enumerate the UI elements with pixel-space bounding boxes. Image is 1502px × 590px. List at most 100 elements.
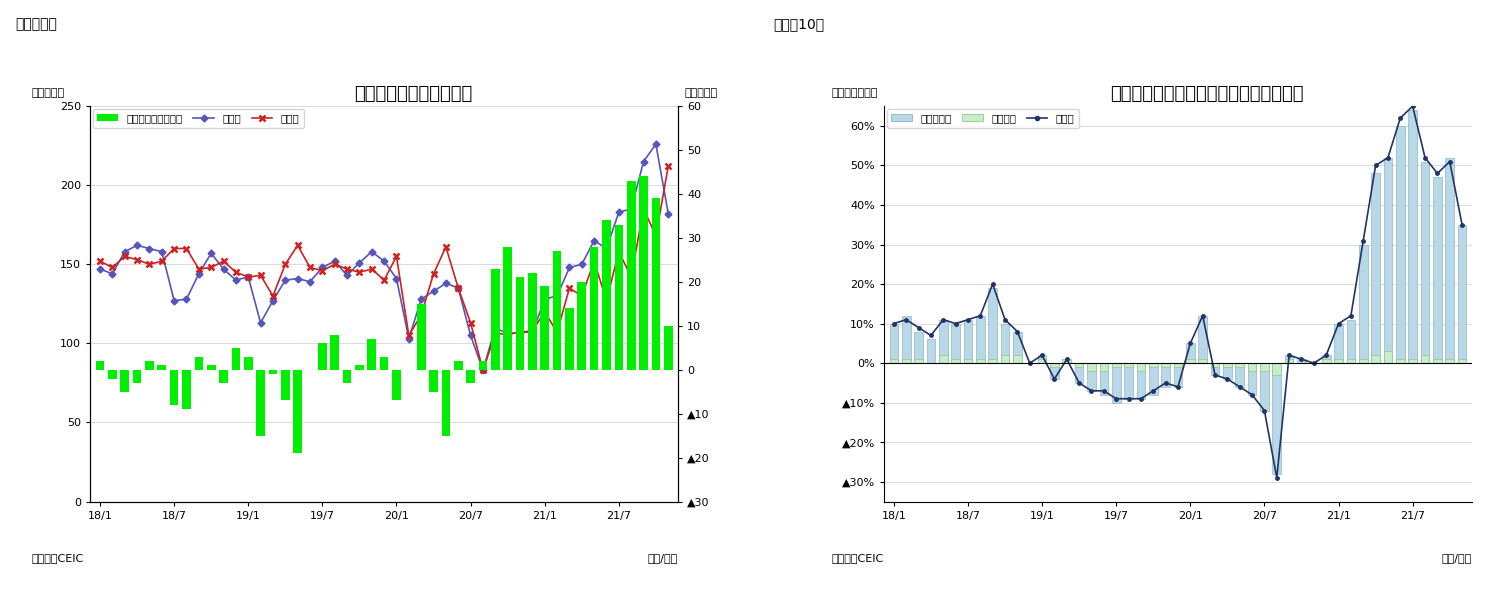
Bar — [951, 359, 960, 363]
Bar — [418, 304, 425, 370]
Bar — [1099, 363, 1108, 395]
Bar — [1395, 126, 1404, 363]
Bar — [96, 361, 104, 370]
Bar — [1211, 363, 1220, 375]
Bar — [1000, 323, 1009, 363]
Text: （図表９）: （図表９） — [15, 18, 57, 32]
Bar — [1187, 359, 1194, 363]
Bar — [1123, 363, 1133, 367]
Bar — [577, 282, 586, 370]
Bar — [342, 370, 351, 383]
Bar — [1445, 158, 1454, 363]
Bar — [442, 370, 451, 435]
Bar — [1223, 363, 1232, 379]
Bar — [466, 370, 475, 383]
Bar — [590, 247, 598, 370]
Legend: 非石油ガス, 石油ガス, 輸出額: 非石油ガス, 石油ガス, 輸出額 — [888, 109, 1078, 127]
Bar — [640, 176, 647, 370]
Bar — [1395, 359, 1404, 363]
Title: インドネシア　輸出の伸び率（品目別）: インドネシア 輸出の伸び率（品目別） — [1110, 86, 1304, 103]
Bar — [1322, 359, 1331, 363]
Bar — [1322, 355, 1331, 363]
Bar — [1149, 363, 1158, 367]
Bar — [988, 288, 997, 363]
Bar — [1445, 359, 1454, 363]
Bar — [430, 370, 439, 392]
Bar — [1347, 320, 1355, 363]
Bar — [380, 356, 389, 370]
Bar — [491, 268, 500, 370]
Bar — [170, 370, 179, 405]
Bar — [927, 339, 936, 363]
Bar — [158, 365, 167, 370]
Bar — [915, 359, 922, 363]
Bar — [652, 198, 661, 370]
Bar — [269, 370, 278, 374]
Bar — [1223, 363, 1232, 367]
Bar — [1272, 363, 1281, 474]
Bar — [1199, 359, 1208, 363]
Bar — [108, 370, 117, 379]
Text: （年/月）: （年/月） — [1442, 553, 1472, 563]
Bar — [976, 316, 985, 363]
Bar — [182, 370, 191, 409]
Bar — [1062, 359, 1071, 363]
Text: （資料）CEIC: （資料）CEIC — [831, 553, 883, 563]
Bar — [1087, 363, 1096, 371]
Bar — [515, 277, 524, 370]
Text: （年/月）: （年/月） — [647, 553, 677, 563]
Bar — [1087, 363, 1096, 391]
Bar — [939, 320, 948, 363]
Bar — [1050, 363, 1059, 379]
Bar — [392, 370, 401, 401]
Bar — [194, 356, 203, 370]
Bar — [541, 286, 550, 370]
Bar — [1012, 332, 1021, 363]
Bar — [318, 343, 327, 370]
Bar — [281, 370, 290, 401]
Bar — [1371, 173, 1380, 363]
Bar — [1458, 225, 1466, 363]
Bar — [146, 361, 153, 370]
Bar — [454, 361, 463, 370]
Bar — [1075, 363, 1083, 383]
Bar — [1383, 158, 1392, 363]
Bar — [330, 335, 339, 370]
Bar — [1334, 359, 1343, 363]
Bar — [1383, 351, 1392, 363]
Bar — [964, 359, 972, 363]
Bar — [602, 221, 611, 370]
Bar — [503, 247, 512, 370]
Bar — [1248, 363, 1256, 371]
Text: （図表10）: （図表10） — [774, 18, 825, 32]
Bar — [1334, 323, 1343, 363]
Bar — [1458, 359, 1466, 363]
Bar — [988, 359, 997, 363]
Bar — [664, 326, 673, 370]
Bar — [964, 320, 972, 363]
Bar — [368, 339, 376, 370]
Bar — [1000, 355, 1009, 363]
Bar — [565, 308, 574, 370]
Bar — [1433, 178, 1442, 363]
Bar — [1284, 359, 1293, 363]
Bar — [626, 181, 635, 370]
Bar — [219, 370, 228, 383]
Bar — [889, 323, 898, 363]
Bar — [354, 365, 363, 370]
Bar — [1149, 363, 1158, 395]
Bar — [1359, 359, 1368, 363]
Bar — [1409, 110, 1416, 363]
Text: （前年同月比）: （前年同月比） — [831, 88, 877, 99]
Bar — [1272, 363, 1281, 375]
Bar — [132, 370, 141, 383]
Bar — [1359, 245, 1368, 363]
Bar — [1099, 363, 1108, 371]
Bar — [257, 370, 264, 435]
Bar — [1235, 363, 1244, 367]
Bar — [939, 355, 948, 363]
Bar — [231, 348, 240, 370]
Bar — [1260, 363, 1269, 371]
Bar — [1298, 359, 1305, 363]
Bar — [1235, 363, 1244, 387]
